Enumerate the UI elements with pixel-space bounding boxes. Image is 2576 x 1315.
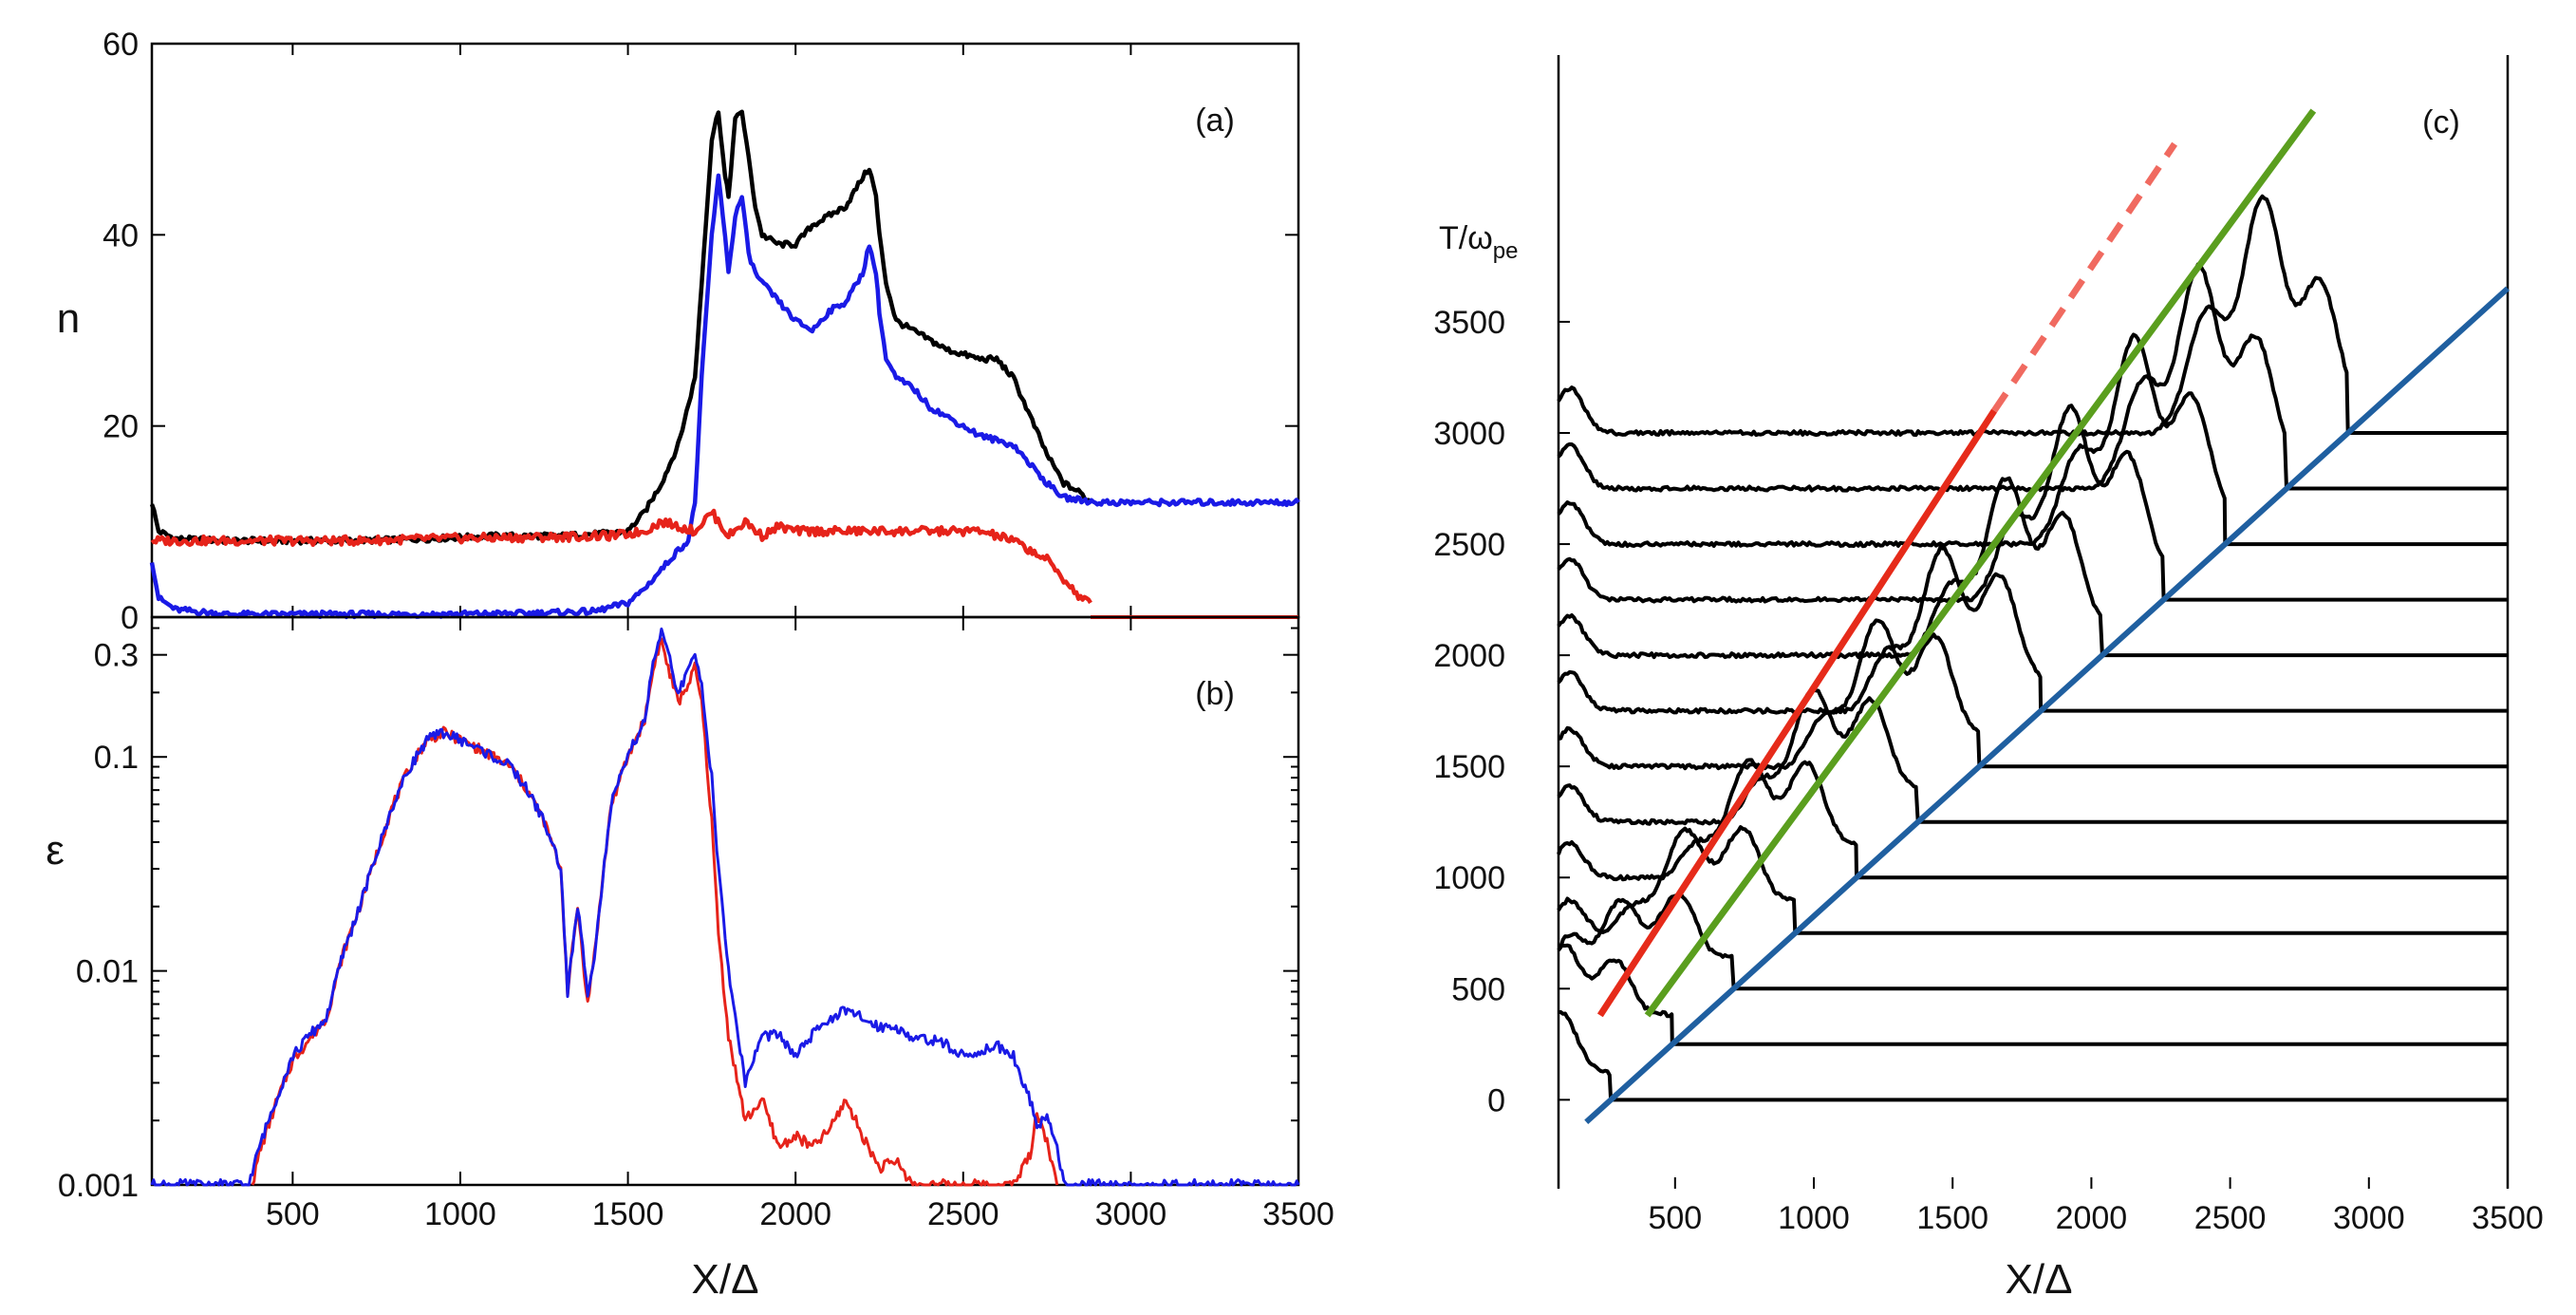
panel-c-xlabel: X/Δ	[2006, 1256, 2073, 1303]
panel-c-profile-line	[1557, 825, 2508, 935]
panel-b-series-line	[150, 627, 1300, 1187]
panel-b-ytick-label: 0.001	[58, 1168, 139, 1204]
panel-b-ytick-label: 0.3	[94, 638, 139, 674]
panel-c-ytick-label: 3000	[1433, 416, 1505, 452]
panel-c-profile-line	[1557, 262, 2508, 493]
panel-b-frame	[150, 615, 1300, 1187]
panel-c-ytick-label: 3500	[1433, 305, 1505, 341]
panel-a-ylabel: n	[57, 295, 80, 342]
panel-c-ytick-label: 500	[1451, 971, 1505, 1007]
panel-c-profile-line	[1557, 404, 2508, 604]
panel-c-profile-line	[1557, 194, 2508, 438]
panel-b-xtick-label: 500	[266, 1196, 320, 1232]
panel-a-series-line	[149, 109, 1092, 546]
panel-b-xtick-label: 2000	[759, 1196, 831, 1232]
panel-a-ytick-label: 0	[121, 600, 139, 636]
panel-c-xtick-label: 2000	[2056, 1200, 2128, 1236]
panel-b-series-line	[251, 637, 1059, 1187]
panel-c-ytick-label: 1000	[1433, 860, 1505, 896]
panel-b-xlabel: X/Δ	[692, 1256, 759, 1303]
panel-b-xtick-label: 3500	[1262, 1196, 1335, 1232]
panel-c-ylabel: T/ωpe	[1439, 220, 1518, 264]
panel-b-xtick-label: 2500	[927, 1196, 999, 1232]
panel-b-ytick-label: 0.01	[76, 954, 139, 990]
panel-b-ytick-label: 0.1	[94, 740, 139, 776]
panel-c-profile-line	[1557, 332, 2508, 549]
panel-c: 0 500 1000 1500 2000 2500 3000 3500 500 1000 1500 2…	[1433, 55, 2544, 1303]
panel-c-fit-line	[1596, 408, 1997, 1018]
panel-c-profile-line	[1557, 476, 2508, 660]
panel-b-tag: (b)	[1195, 676, 1235, 712]
panel-b-ylabel: ε	[46, 827, 65, 874]
panel-c-xtick-label: 1000	[1778, 1200, 1850, 1236]
panel-c-ytick-label: 2500	[1433, 527, 1505, 563]
panel-c-xtick-label: 2500	[2194, 1200, 2267, 1236]
panel-a-tag: (a)	[1195, 103, 1235, 139]
panel-c-fit-line	[1644, 108, 2317, 1018]
panel-c-front-line	[1584, 286, 2511, 1124]
panel-c-profile-line	[1557, 943, 2508, 1046]
panel-a-ytick-label: 60	[103, 27, 139, 63]
panel-c-xtick-label: 3500	[2472, 1200, 2544, 1236]
panel-a-series-line	[150, 508, 1092, 605]
panel-c-profile-line	[1557, 545, 2508, 715]
panel-c-ytick-label: 1500	[1433, 749, 1505, 785]
panel-c-profile-line	[1557, 892, 2508, 991]
panel-c-profile-line	[1558, 1009, 2508, 1102]
panel-a-series-line	[149, 173, 1300, 620]
panel-a: 0 20 40 60 n (a)	[57, 27, 1300, 636]
panel-b-xtick-label: 1500	[592, 1196, 664, 1232]
panel-c-xtick-label: 1500	[1916, 1200, 1988, 1236]
panel-a-ytick-label: 20	[103, 409, 139, 445]
panel-c-xtick-label: 500	[1648, 1200, 1702, 1236]
panel-b-xtick-label: 3000	[1095, 1196, 1167, 1232]
panel-b: 0.001 0.01 0.1 0.3 500 1000 1500 2000 2500 3000 35…	[46, 615, 1335, 1303]
panel-c-fit-line-dashed	[1991, 141, 2178, 413]
panel-c-profile-line	[1557, 758, 2508, 882]
panel-c-profile-line	[1558, 618, 2508, 771]
panel-c-tag: (c)	[2422, 104, 2460, 141]
panel-c-xtick-label: 3000	[2333, 1200, 2405, 1236]
panel-a-ytick-label: 40	[103, 217, 139, 254]
panel-c-ytick-label: 2000	[1433, 638, 1505, 674]
panel-c-ytick-label: 0	[1487, 1082, 1505, 1118]
panel-b-xtick-label: 1000	[424, 1196, 496, 1232]
